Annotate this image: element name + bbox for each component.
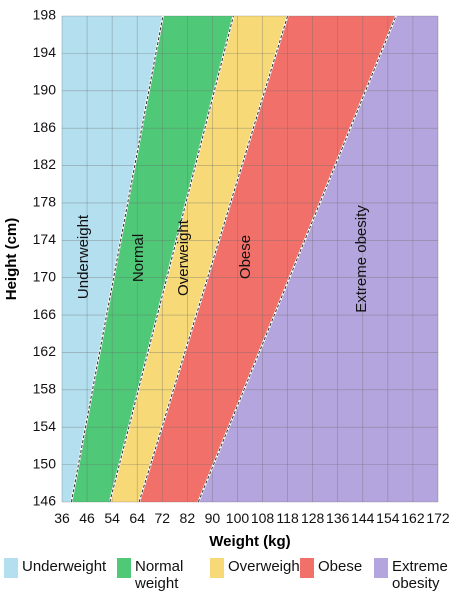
x-tick-label: 54	[104, 510, 120, 526]
x-tick-label: 144	[351, 510, 375, 526]
legend-swatch	[374, 558, 388, 578]
boundary-bmi-30	[138, 15, 289, 503]
legend-label: Extreme	[392, 558, 448, 575]
legend-item-obese: Obese	[300, 558, 362, 578]
legend-label: obesity	[392, 575, 440, 592]
x-tick-label: 128	[301, 510, 325, 526]
x-tick-label: 72	[154, 510, 170, 526]
legend-swatch	[117, 558, 131, 578]
y-tick-label: 154	[33, 418, 57, 434]
boundary-dash	[70, 15, 164, 503]
y-tick-label: 182	[33, 156, 57, 172]
y-tick-label: 186	[33, 119, 57, 135]
x-tick-label: 118	[276, 510, 299, 526]
zone-overweight	[109, 16, 288, 502]
y-tick-label: 158	[33, 381, 57, 397]
y-tick-label: 162	[33, 343, 57, 359]
y-tick-label: 190	[33, 81, 57, 97]
zone-label-underweight: Underweight	[75, 214, 92, 299]
boundary-dash	[197, 15, 397, 503]
legend-label: Obese	[318, 558, 362, 575]
zone-label-extreme-obesity: Extreme obesity	[353, 205, 370, 313]
legend-label: weight	[134, 575, 179, 592]
zone-label-overweight: Overweight	[175, 219, 192, 296]
boundary-dash	[109, 15, 234, 503]
y-tick-label: 198	[33, 7, 57, 23]
y-tick-label: 170	[33, 268, 57, 284]
legend-item-overweight: Overweight	[210, 558, 305, 578]
y-tick-label: 178	[33, 194, 57, 210]
legend-swatch	[300, 558, 314, 578]
y-axis-title: Height (cm)	[3, 218, 20, 301]
y-tick-label: 146	[33, 493, 57, 509]
legend-label: Underweight	[22, 558, 107, 575]
x-axis-ticks: 36 46 54 64 72 82 90 100 108 118 128 136 144 154 162 17…	[54, 510, 450, 526]
legend-item-underweight: Underweight	[4, 558, 107, 578]
x-tick-label: 82	[180, 510, 196, 526]
x-tick-label: 136	[326, 510, 350, 526]
zone-labels: Underweight Normal Overweight Obese Extreme …	[75, 205, 370, 313]
x-tick-label: 108	[251, 510, 275, 526]
legend-swatch	[4, 558, 18, 578]
x-tick-label: 36	[54, 510, 70, 526]
zone-obese	[139, 16, 396, 502]
x-tick-label: 100	[226, 510, 250, 526]
zone-label-obese: Obese	[237, 235, 254, 279]
zone-label-normal: Normal	[130, 234, 147, 282]
boundary-lines	[70, 15, 397, 503]
x-tick-label: 162	[401, 510, 425, 526]
y-axis-ticks: 146 150 154 158 162 166 170 174 178 182 186 190 194 1…	[33, 7, 57, 509]
y-tick-label: 194	[33, 44, 57, 60]
legend-label: Normal	[135, 558, 183, 575]
y-tick-label: 166	[33, 306, 57, 322]
x-tick-label: 46	[79, 510, 95, 526]
x-tick-label: 64	[129, 510, 145, 526]
x-tick-label: 172	[426, 510, 450, 526]
legend-label: Overweight	[228, 558, 305, 575]
y-tick-label: 174	[33, 231, 57, 247]
x-axis-title: Weight (kg)	[209, 533, 290, 550]
x-tick-label: 90	[205, 510, 221, 526]
y-tick-label: 150	[33, 455, 57, 471]
x-tick-label: 154	[376, 510, 400, 526]
zone-extreme-obesity	[198, 16, 438, 502]
legend-swatch	[210, 558, 224, 578]
